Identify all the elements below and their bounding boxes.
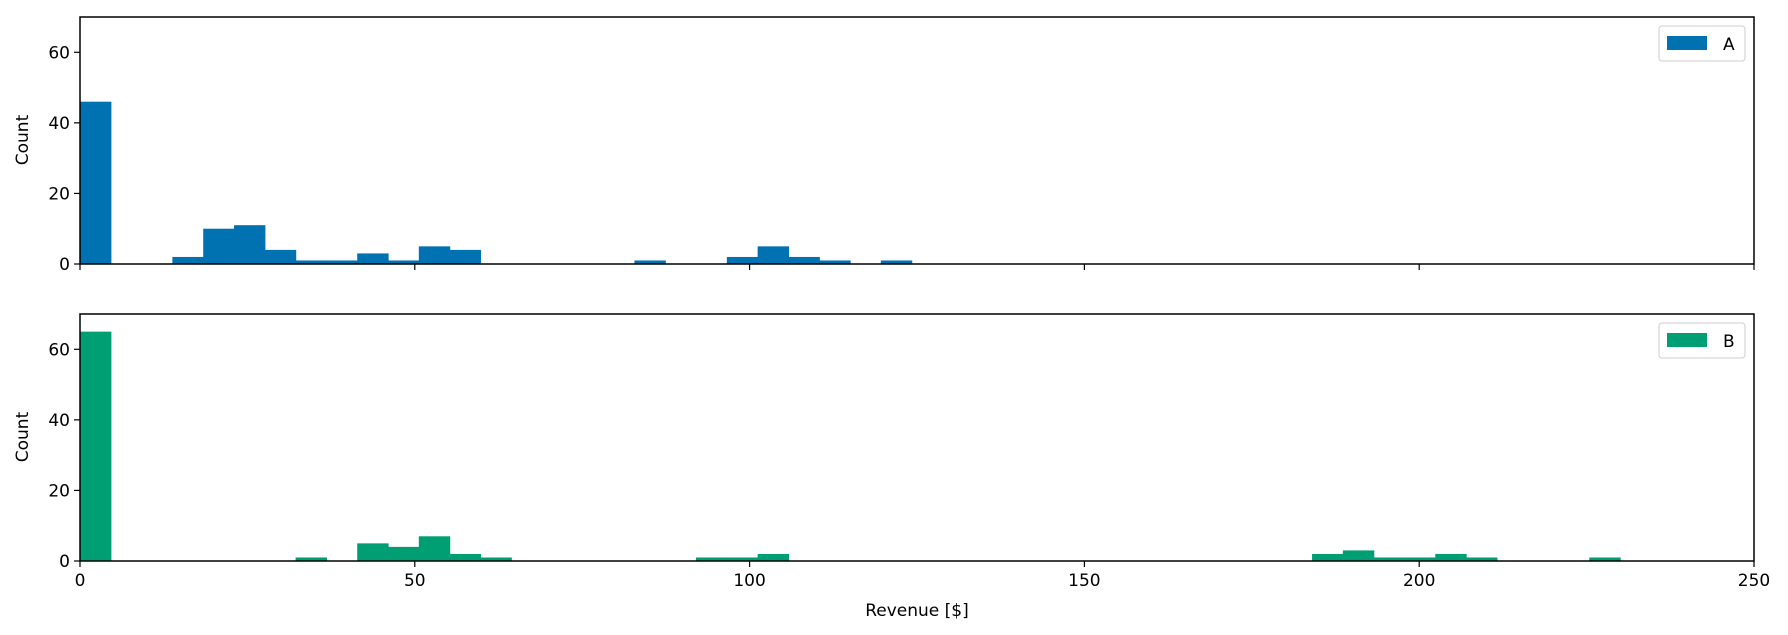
- panel-a-ytick-label: 0: [59, 255, 70, 275]
- panel-b-ylabel: Count: [13, 411, 33, 462]
- panel-b-legend-label: B: [1723, 332, 1735, 352]
- panel-b-bar: [80, 331, 112, 561]
- panel-b-bar: [1342, 550, 1375, 561]
- panel-a-legend-swatch: [1667, 36, 1707, 50]
- panel-b-bar: [388, 546, 420, 561]
- panel-a-bar: [264, 249, 297, 264]
- x-axis-label: Revenue [$]: [865, 601, 969, 621]
- panel-b-ytick-label: 20: [48, 481, 70, 501]
- panel-a-bar: [203, 228, 235, 264]
- panel-b-bar: [1312, 553, 1344, 561]
- panel-a-ytick-label: 20: [48, 184, 70, 204]
- panel-a-ylabel: Count: [13, 114, 33, 165]
- panel-a: Count 0 20 40 60 A: [13, 16, 1755, 275]
- panel-b-bars: [80, 331, 1621, 561]
- panel-a-bar: [295, 260, 328, 264]
- panel-b-frame: [79, 313, 1755, 562]
- panel-b-bar: [1404, 557, 1436, 561]
- panel-a-bar: [819, 260, 851, 264]
- panel-a-bar: [326, 260, 358, 264]
- panel-b-bar: [480, 557, 512, 561]
- panel-a-bar: [172, 256, 204, 264]
- panel-a-bar: [634, 260, 666, 264]
- panel-b-bar: [757, 553, 790, 561]
- panel-b-bar: [1435, 553, 1467, 561]
- panel-b-bar: [1373, 557, 1406, 561]
- panel-a-ytick-group: 0 20 40 60: [48, 43, 80, 275]
- panel-b-legend-swatch: [1667, 333, 1707, 347]
- panel-b-bar: [1466, 557, 1498, 561]
- panel-b-bar: [357, 543, 389, 561]
- panel-b-xtick-label: 150: [1068, 571, 1100, 591]
- panel-b-ytick-label: 40: [48, 411, 70, 431]
- panel-a-bar: [80, 101, 112, 264]
- panel-b-legend: B: [1658, 322, 1746, 359]
- panel-b-xtick-label: 0: [75, 571, 86, 591]
- panel-a-ytick-label: 60: [48, 43, 70, 63]
- panel-a-legend: A: [1658, 25, 1746, 62]
- panel-b-ytick-label: 0: [59, 552, 70, 572]
- panel-a-bar: [418, 246, 451, 264]
- panel-a-bar: [388, 260, 420, 264]
- panel-a-frame: [79, 16, 1755, 265]
- panel-b-bar: [726, 557, 759, 561]
- panel-a-legend-label: A: [1723, 35, 1735, 55]
- panel-b-bar: [449, 553, 482, 561]
- panel-a-bar: [788, 256, 820, 264]
- panel-b-xtick-label: 100: [733, 571, 765, 591]
- panel-a-ytick-label: 40: [48, 114, 70, 134]
- panel-b-xtick-group: 0 50 100 150 200 250: [75, 561, 1770, 591]
- panel-b-xtick-label: 250: [1738, 571, 1770, 591]
- panel-b-bar: [696, 557, 728, 561]
- panel-a-bar: [880, 260, 913, 264]
- panel-b-bar: [295, 557, 328, 561]
- panel-a-bar: [726, 256, 759, 264]
- panel-a-xtick-marks: [79, 264, 1755, 270]
- panel-a-bar: [757, 246, 790, 264]
- panel-b-bar: [418, 536, 451, 561]
- panel-b-xtick-label: 50: [404, 571, 426, 591]
- panel-a-bar: [234, 225, 266, 264]
- panel-b-ytick-label: 60: [48, 340, 70, 360]
- panel-b-ytick-group: 0 20 40 60: [48, 340, 80, 572]
- panel-a-bar: [449, 249, 482, 264]
- panel-a-bar: [357, 253, 389, 264]
- panel-b: Count 0 20 40 60 0 50 100 150 200 250 B: [13, 313, 1770, 591]
- panel-a-bars: [80, 101, 913, 264]
- panel-b-bar: [1589, 557, 1621, 561]
- panel-b-xtick-label: 200: [1403, 571, 1435, 591]
